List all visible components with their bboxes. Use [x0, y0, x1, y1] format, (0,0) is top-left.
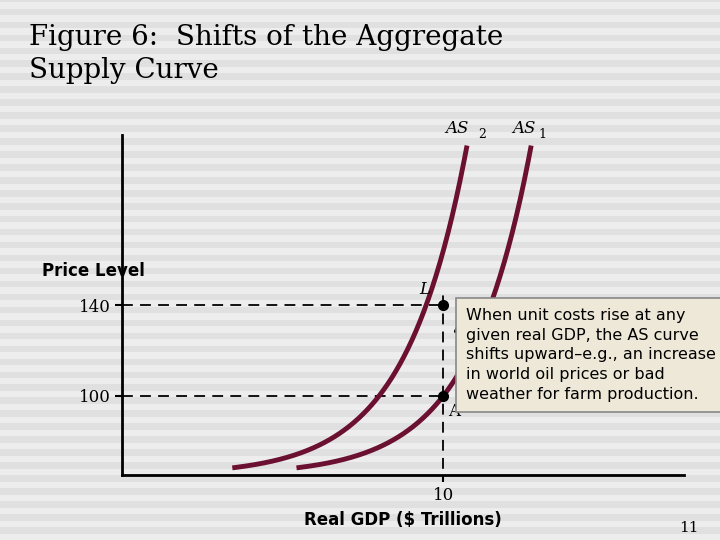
Bar	[0, 54, 720, 60]
Text: A: A	[448, 403, 460, 420]
Bar	[0, 508, 720, 514]
Bar	[0, 145, 720, 151]
Text: L: L	[420, 281, 431, 298]
Bar	[0, 158, 720, 164]
Bar	[0, 2, 720, 9]
Bar	[0, 210, 720, 216]
Bar	[0, 521, 720, 527]
Text: AS: AS	[445, 119, 469, 137]
Bar	[0, 28, 720, 35]
Bar	[0, 287, 720, 294]
X-axis label: Real GDP ($ Trillions): Real GDP ($ Trillions)	[305, 511, 502, 529]
Bar	[0, 119, 720, 125]
Bar	[0, 417, 720, 423]
Bar	[0, 378, 720, 384]
Bar	[0, 300, 720, 307]
Bar	[0, 93, 720, 99]
Bar	[0, 171, 720, 177]
Bar	[0, 106, 720, 112]
Bar	[0, 235, 720, 242]
Bar	[0, 67, 720, 73]
Bar	[0, 15, 720, 22]
Text: Supply Curve: Supply Curve	[29, 57, 219, 84]
Bar	[0, 443, 720, 449]
Bar	[0, 132, 720, 138]
Bar	[0, 482, 720, 488]
Text: Figure 6:  Shifts of the Aggregate: Figure 6: Shifts of the Aggregate	[29, 24, 503, 51]
Bar	[0, 184, 720, 190]
Bar	[0, 80, 720, 86]
Bar	[0, 404, 720, 410]
Text: Price Level: Price Level	[42, 262, 145, 280]
Bar	[0, 469, 720, 475]
Bar	[0, 456, 720, 462]
Bar	[0, 534, 720, 540]
Bar	[0, 274, 720, 281]
Bar	[0, 313, 720, 320]
Bar	[0, 261, 720, 268]
Bar	[0, 365, 720, 372]
Bar	[0, 197, 720, 203]
Bar	[0, 430, 720, 436]
Text: 2: 2	[478, 128, 486, 141]
Text: AS: AS	[513, 119, 536, 137]
Bar	[0, 391, 720, 397]
Bar	[0, 495, 720, 501]
Text: When unit costs rise at any
given real GDP, the AS curve
shifts upward–e.g., an : When unit costs rise at any given real G…	[466, 308, 716, 402]
Text: 11: 11	[679, 521, 698, 535]
Bar	[0, 248, 720, 255]
Bar	[0, 326, 720, 333]
Bar	[0, 41, 720, 48]
Text: 1: 1	[539, 128, 546, 141]
Bar	[0, 339, 720, 346]
Bar	[0, 222, 720, 229]
Bar	[0, 352, 720, 359]
